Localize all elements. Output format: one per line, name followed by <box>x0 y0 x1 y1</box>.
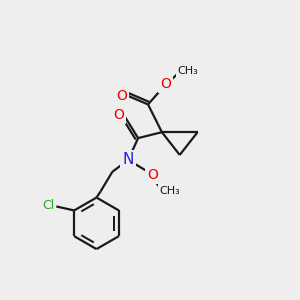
Text: N: N <box>122 152 134 167</box>
Text: O: O <box>116 88 127 103</box>
Text: O: O <box>160 76 171 91</box>
Text: O: O <box>148 168 158 182</box>
Text: CH₃: CH₃ <box>177 66 198 76</box>
Text: O: O <box>113 108 124 122</box>
Text: Cl: Cl <box>42 199 55 212</box>
Text: CH₃: CH₃ <box>159 186 180 196</box>
